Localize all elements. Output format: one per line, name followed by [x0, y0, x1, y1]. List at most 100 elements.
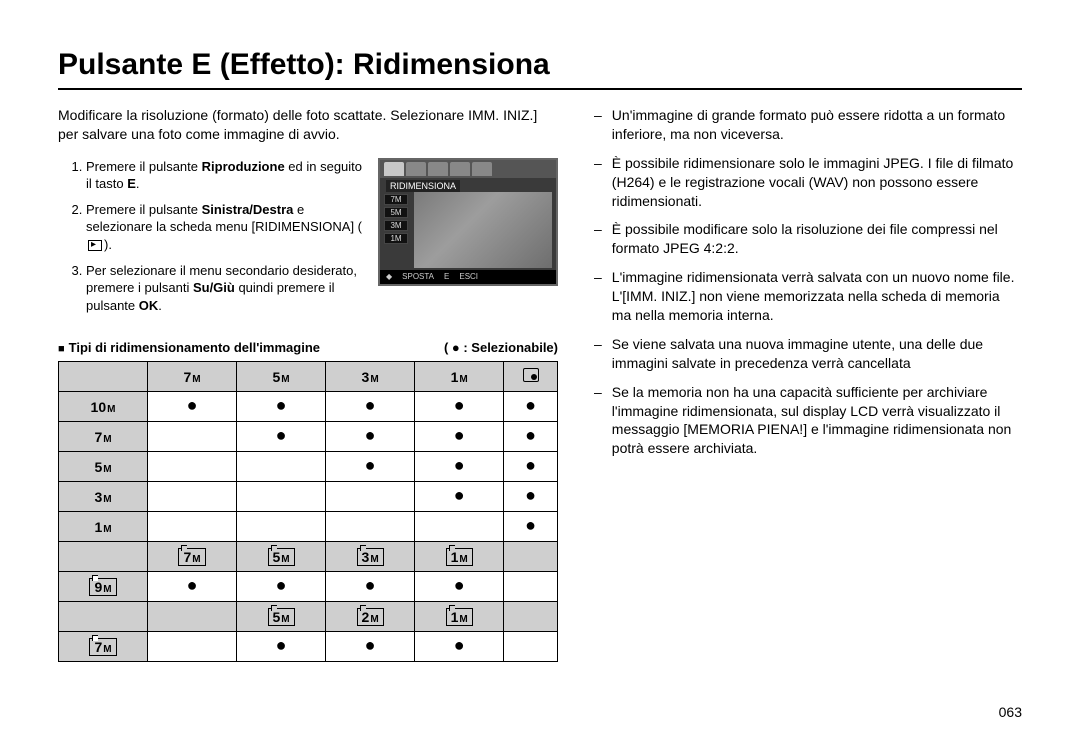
table-cell: ● — [504, 422, 558, 452]
lcd-size-item: 1M — [384, 233, 408, 244]
start-image-icon — [523, 368, 539, 382]
col-head: 5M — [237, 542, 326, 572]
table-cell: ● — [415, 572, 504, 602]
lcd-tab-icon — [472, 162, 492, 176]
col-head: 5M — [237, 362, 326, 392]
row-head: 3M — [59, 482, 148, 512]
table-cell: ● — [326, 422, 415, 452]
table-cell: ● — [326, 392, 415, 422]
notes-list: Un'immagine di grande formato può essere… — [594, 106, 1022, 458]
table-corner — [59, 602, 148, 632]
table-cell — [237, 512, 326, 542]
lcd-photo-preview — [414, 192, 552, 268]
lcd-nav-icon: ◆ — [386, 272, 392, 281]
col-head: 1M — [415, 602, 504, 632]
col-head: 1M — [415, 542, 504, 572]
step-list: Premere il pulsante Riproduzione ed in s… — [58, 158, 366, 322]
note-item: Se viene salvata una nuova immagine uten… — [594, 335, 1022, 373]
table-cell: ● — [415, 392, 504, 422]
table-cell: ● — [415, 632, 504, 662]
table-subheading: ■Tipi di ridimensionamento dell'immagine… — [58, 340, 558, 355]
col-head: 7M — [148, 362, 237, 392]
step-2: Premere il pulsante Sinistra/Destra e se… — [86, 201, 366, 254]
table-corner — [59, 362, 148, 392]
table-cell: ● — [237, 392, 326, 422]
table-cell — [148, 452, 237, 482]
subhead-left: ■Tipi di ridimensionamento dell'immagine — [58, 340, 320, 355]
step-1: Premere il pulsante Riproduzione ed in s… — [86, 158, 366, 193]
lcd-size-list: 7M 5M 3M 1M — [384, 194, 408, 244]
table-cell: ● — [326, 452, 415, 482]
table-cell: ● — [504, 452, 558, 482]
lcd-tab-icon — [384, 162, 404, 176]
table-cell — [326, 482, 415, 512]
col-start-image — [504, 362, 558, 392]
right-column: Un'immagine di grande formato può essere… — [594, 106, 1022, 662]
table-cell: ● — [237, 572, 326, 602]
col-head: 1M — [415, 362, 504, 392]
table-cell — [504, 632, 558, 662]
page-title: Pulsante E (Effetto): Ridimensiona — [58, 48, 1022, 90]
col-head-empty — [148, 602, 237, 632]
table-cell — [237, 482, 326, 512]
note-item: È possibile modificare solo la risoluzio… — [594, 220, 1022, 258]
table-cell — [148, 632, 237, 662]
col-head: 3M — [326, 542, 415, 572]
col-head: 3M — [326, 362, 415, 392]
lcd-size-item: 7M — [384, 194, 408, 205]
table-corner — [59, 542, 148, 572]
left-column: Modificare la risoluzione (formato) dell… — [58, 106, 558, 662]
lcd-footer-move: SPOSTA — [402, 272, 434, 281]
page-number: 063 — [999, 704, 1022, 720]
col-head-empty — [504, 602, 558, 632]
table-cell: ● — [415, 452, 504, 482]
table-cell: ● — [326, 572, 415, 602]
table-cell: ● — [237, 632, 326, 662]
table-cell: ● — [415, 422, 504, 452]
subhead-legend: ( ● : Selezionabile) — [444, 340, 558, 355]
lcd-menu-label: RIDIMENSIONA — [386, 180, 460, 192]
intro-text: Modificare la risoluzione (formato) dell… — [58, 106, 558, 144]
table-cell: ● — [415, 482, 504, 512]
row-head: 1M — [59, 512, 148, 542]
table-cell — [148, 512, 237, 542]
table-cell — [237, 452, 326, 482]
lcd-size-item: 5M — [384, 207, 408, 218]
col-head: 2M — [326, 602, 415, 632]
lcd-footer-e: E — [444, 272, 449, 281]
lcd-size-item: 3M — [384, 220, 408, 231]
table-cell — [148, 482, 237, 512]
resize-table: 7M5M3M1M10M●●●●●7M●●●●5M●●●3M●●1M●7M5M3M… — [58, 361, 558, 662]
table-cell: ● — [148, 392, 237, 422]
lcd-footer-bar: ◆ SPOSTA E ESCI — [380, 270, 556, 284]
step-3: Per selezionare il menu secondario desid… — [86, 262, 366, 315]
table-cell — [326, 512, 415, 542]
row-head: 7M — [59, 422, 148, 452]
table-cell: ● — [326, 632, 415, 662]
table-cell: ● — [504, 482, 558, 512]
table-cell: ● — [504, 512, 558, 542]
lcd-tab-icon — [406, 162, 426, 176]
table-cell — [504, 572, 558, 602]
note-item: Se la memoria non ha una capacità suffic… — [594, 383, 1022, 459]
lcd-tab-bar — [380, 160, 556, 178]
row-head: 5M — [59, 452, 148, 482]
steps-and-screenshot: Premere il pulsante Riproduzione ed in s… — [58, 158, 558, 322]
camera-lcd-screenshot: RIDIMENSIONA 7M 5M 3M 1M ◆ SPOSTA E ESCI — [378, 158, 558, 286]
table-cell — [415, 512, 504, 542]
lcd-tab-icon — [450, 162, 470, 176]
lcd-footer-exit: ESCI — [459, 272, 478, 281]
note-item: Un'immagine di grande formato può essere… — [594, 106, 1022, 144]
two-column-layout: Modificare la risoluzione (formato) dell… — [58, 106, 1022, 662]
lcd-tab-icon — [428, 162, 448, 176]
note-item: È possibile ridimensionare solo le immag… — [594, 154, 1022, 211]
note-item: L'immagine ridimensionata verrà salvata … — [594, 268, 1022, 325]
resize-menu-icon — [88, 240, 102, 251]
col-head: 7M — [148, 542, 237, 572]
col-head: 5M — [237, 602, 326, 632]
table-cell: ● — [504, 392, 558, 422]
row-head: 9M — [59, 572, 148, 602]
row-head: 10M — [59, 392, 148, 422]
table-cell: ● — [148, 572, 237, 602]
table-cell — [148, 422, 237, 452]
